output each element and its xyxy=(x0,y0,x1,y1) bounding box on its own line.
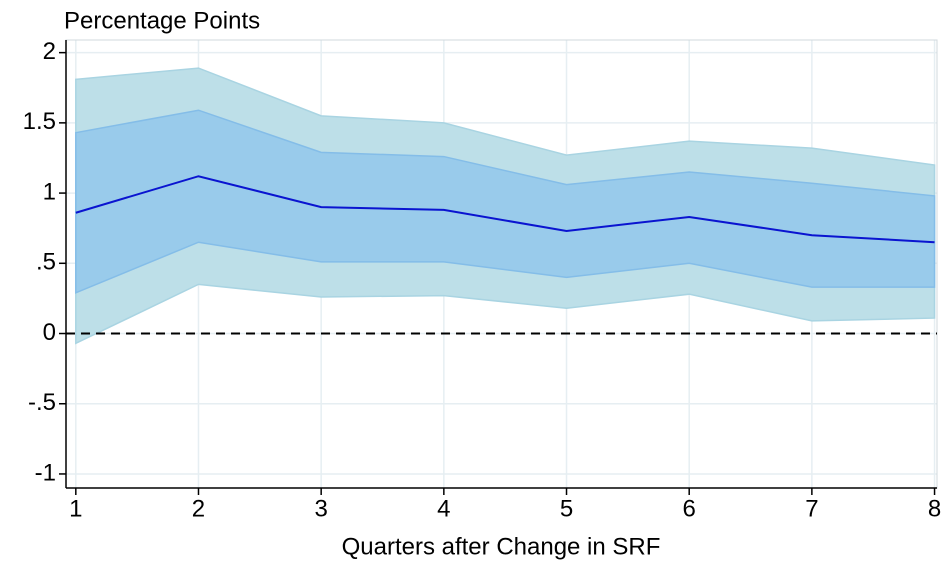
y-tick-label: -1 xyxy=(35,459,56,486)
confidence-band xyxy=(75,109,936,294)
x-tick-label: 3 xyxy=(314,495,327,522)
y-tick-label: .5 xyxy=(36,249,56,276)
x-tick-label: 1 xyxy=(69,495,82,522)
chart-title: Percentage Points xyxy=(64,7,260,34)
y-tick-label: 1.5 xyxy=(23,108,56,135)
line xyxy=(75,175,935,244)
y-tick-label: 0 xyxy=(43,319,56,346)
x-tick-label: 7 xyxy=(805,495,818,522)
y-tick-label: -.5 xyxy=(28,389,56,416)
y-tick-label: 2 xyxy=(43,38,56,65)
x-tick-label: 6 xyxy=(683,495,696,522)
x-tick-label: 8 xyxy=(928,495,941,522)
x-tick-label: 2 xyxy=(192,495,205,522)
x-tick-label: 5 xyxy=(560,495,573,522)
x-tick-label: 4 xyxy=(437,495,450,522)
x-axis-label: Quarters after Change in SRF xyxy=(342,533,661,560)
y-tick-label: 1 xyxy=(43,178,56,205)
